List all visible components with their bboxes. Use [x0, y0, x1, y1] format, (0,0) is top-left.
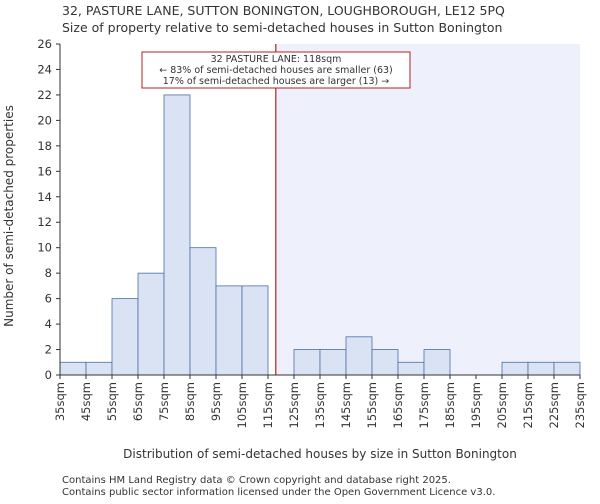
x-tick-label-145sqm: 145sqm [339, 382, 353, 428]
x-tick-label-225sqm: 225sqm [547, 382, 561, 428]
bar-205sqm [501, 361, 529, 376]
x-tick-label-55sqm: 55sqm [105, 382, 119, 421]
bar-65sqm [137, 272, 165, 376]
bars-group [59, 94, 581, 376]
x-tick-label-205sqm: 205sqm [495, 382, 509, 428]
x-tick-label-185sqm: 185sqm [443, 382, 457, 428]
y-tick-label-20: 20 [37, 113, 52, 127]
y-tick-label-16: 16 [37, 164, 52, 178]
x-tick-label-155sqm: 155sqm [365, 382, 379, 428]
bar-95sqm [215, 285, 243, 376]
bar-155sqm [371, 349, 399, 376]
bar-105sqm [241, 285, 269, 376]
bar-145sqm [345, 336, 373, 376]
y-tick-label-22: 22 [37, 88, 52, 102]
bar-55sqm [111, 298, 139, 376]
y-tick-label-2: 2 [45, 343, 52, 357]
x-tick-label-165sqm: 165sqm [391, 382, 405, 428]
annotation-line-3: 17% of semi-detached houses are larger (… [163, 76, 390, 87]
bar-45sqm [85, 361, 113, 376]
bar-135sqm [319, 349, 347, 376]
bar-215sqm [527, 361, 555, 376]
bar-85sqm [189, 247, 217, 376]
bar-125sqm [293, 349, 321, 376]
x-tick-label-215sqm: 215sqm [521, 382, 535, 428]
x-tick-label-35sqm: 35sqm [53, 382, 67, 421]
x-tick-label-85sqm: 85sqm [183, 382, 197, 421]
x-axis-label: Distribution of semi-detached houses by … [123, 447, 517, 461]
larger-region-background [275, 44, 580, 375]
footer-line-2: Contains public sector information licen… [62, 487, 495, 498]
x-tick-label-65sqm: 65sqm [131, 382, 145, 421]
x-tick-label-95sqm: 95sqm [209, 382, 223, 421]
y-axis-label: Number of semi-detached properties [2, 105, 16, 327]
annotation-line-1: 32 PASTURE LANE: 118sqm [211, 54, 342, 65]
x-ticks-group: 35sqm 45sqm 55sqm 65sqm 75sqm 85sqm 95sqm 105sq… [53, 375, 587, 428]
bar-75sqm [163, 94, 191, 376]
annotation-border [141, 51, 411, 89]
x-tick-label-115sqm: 115sqm [261, 382, 275, 428]
x-tick-label-195sqm: 195sqm [469, 382, 483, 428]
y-tick-label-12: 12 [37, 215, 52, 229]
chart-title: 32, PASTURE LANE, SUTTON BONINGTON, LOUG… [62, 3, 505, 18]
y-tick-label-0: 0 [45, 368, 52, 382]
y-tick-label-8: 8 [45, 266, 52, 280]
x-tick-label-105sqm: 105sqm [235, 382, 249, 428]
bar-165sqm [397, 361, 425, 376]
annotation-line-2: ← 83% of semi-detached houses are smalle… [159, 65, 393, 76]
annotation-box: 32 PASTURE LANE: 118sqm ← 83% of semi-de… [141, 51, 411, 89]
x-tick-label-75sqm: 75sqm [157, 382, 171, 421]
y-tick-label-24: 24 [37, 62, 52, 76]
bar-225sqm [553, 361, 581, 376]
y-tick-label-10: 10 [37, 241, 52, 255]
x-tick-label-45sqm: 45sqm [79, 382, 93, 421]
y-tick-label-18: 18 [37, 139, 52, 153]
x-tick-label-235sqm: 235sqm [573, 382, 587, 428]
bar-175sqm [423, 349, 451, 376]
y-tick-label-14: 14 [37, 190, 52, 204]
y-tick-label-4: 4 [45, 317, 52, 331]
bar-35sqm [59, 361, 87, 376]
footer-line-1: Contains HM Land Registry data © Crown c… [62, 475, 451, 486]
y-tick-label-6: 6 [45, 292, 52, 306]
chart-subtitle: Size of property relative to semi-detach… [62, 20, 502, 35]
x-tick-label-125sqm: 125sqm [287, 382, 301, 428]
x-tick-label-175sqm: 175sqm [417, 382, 431, 428]
y-tick-label-26: 26 [37, 37, 52, 51]
x-tick-label-135sqm: 135sqm [313, 382, 327, 428]
